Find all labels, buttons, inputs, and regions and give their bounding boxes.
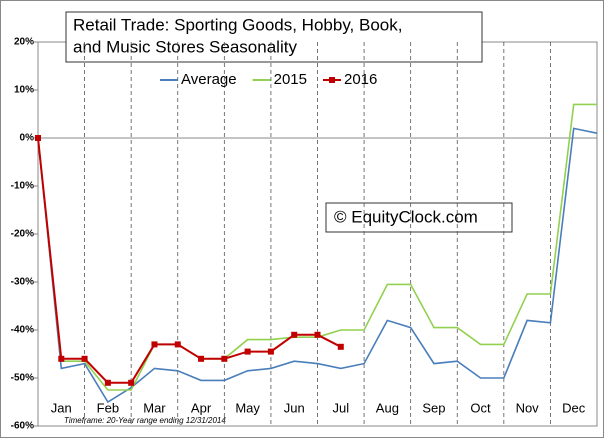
legend-label: Average (181, 71, 237, 88)
point-marker (128, 379, 135, 386)
x-tick-label: Oct (470, 400, 491, 415)
y-tick-label: 0% (20, 133, 35, 144)
title-box (65, 11, 483, 63)
point-marker (244, 348, 251, 355)
point-marker (314, 331, 321, 338)
chart-title: Retail Trade: Sporting Goods, Hobby, Boo… (73, 15, 402, 34)
x-tick-label: Apr (191, 400, 212, 415)
x-tick-label: Dec (562, 400, 586, 415)
y-tick-label: -20% (11, 229, 34, 240)
x-tick-label: Jun (284, 400, 305, 415)
point-marker (337, 343, 344, 350)
point-marker (35, 135, 41, 141)
y-tick-label: -40% (11, 325, 34, 336)
y-tick-label: 10% (14, 85, 34, 96)
x-tick-label: Jul (332, 400, 349, 415)
point-marker (291, 331, 298, 338)
point-marker (81, 355, 88, 362)
point-marker (104, 379, 111, 386)
watermark: © EquityClock.com (334, 207, 478, 226)
point-marker (267, 348, 274, 355)
point-marker (221, 355, 228, 362)
y-tick-label: 20% (14, 37, 34, 48)
point-marker (174, 341, 181, 348)
legend-marker (328, 77, 335, 83)
y-tick-label: -50% (11, 373, 34, 384)
x-tick-label: May (235, 400, 260, 415)
series-line (37, 127, 598, 404)
series-line (37, 137, 342, 384)
legend-label: 2016 (344, 71, 377, 88)
point-marker (151, 341, 158, 348)
chart-title: and Music Stores Seasonality (73, 37, 297, 56)
x-tick-label: Sep (422, 400, 445, 415)
point-marker (198, 355, 205, 362)
y-tick-label: -10% (11, 181, 34, 192)
footnote: Timeframe: 20-Year range ending 12/31/20… (64, 416, 226, 425)
x-tick-label: Nov (516, 400, 540, 415)
watermark-box (325, 202, 513, 233)
y-tick-label: -60% (11, 421, 34, 432)
x-tick-label: Aug (376, 400, 399, 415)
y-tick-label: -30% (11, 277, 34, 288)
point-marker (58, 355, 65, 362)
x-tick-label: Mar (143, 400, 166, 415)
x-tick-label: Feb (97, 400, 119, 415)
legend-label: 2015 (274, 71, 307, 88)
x-tick-label: Jan (51, 400, 72, 415)
